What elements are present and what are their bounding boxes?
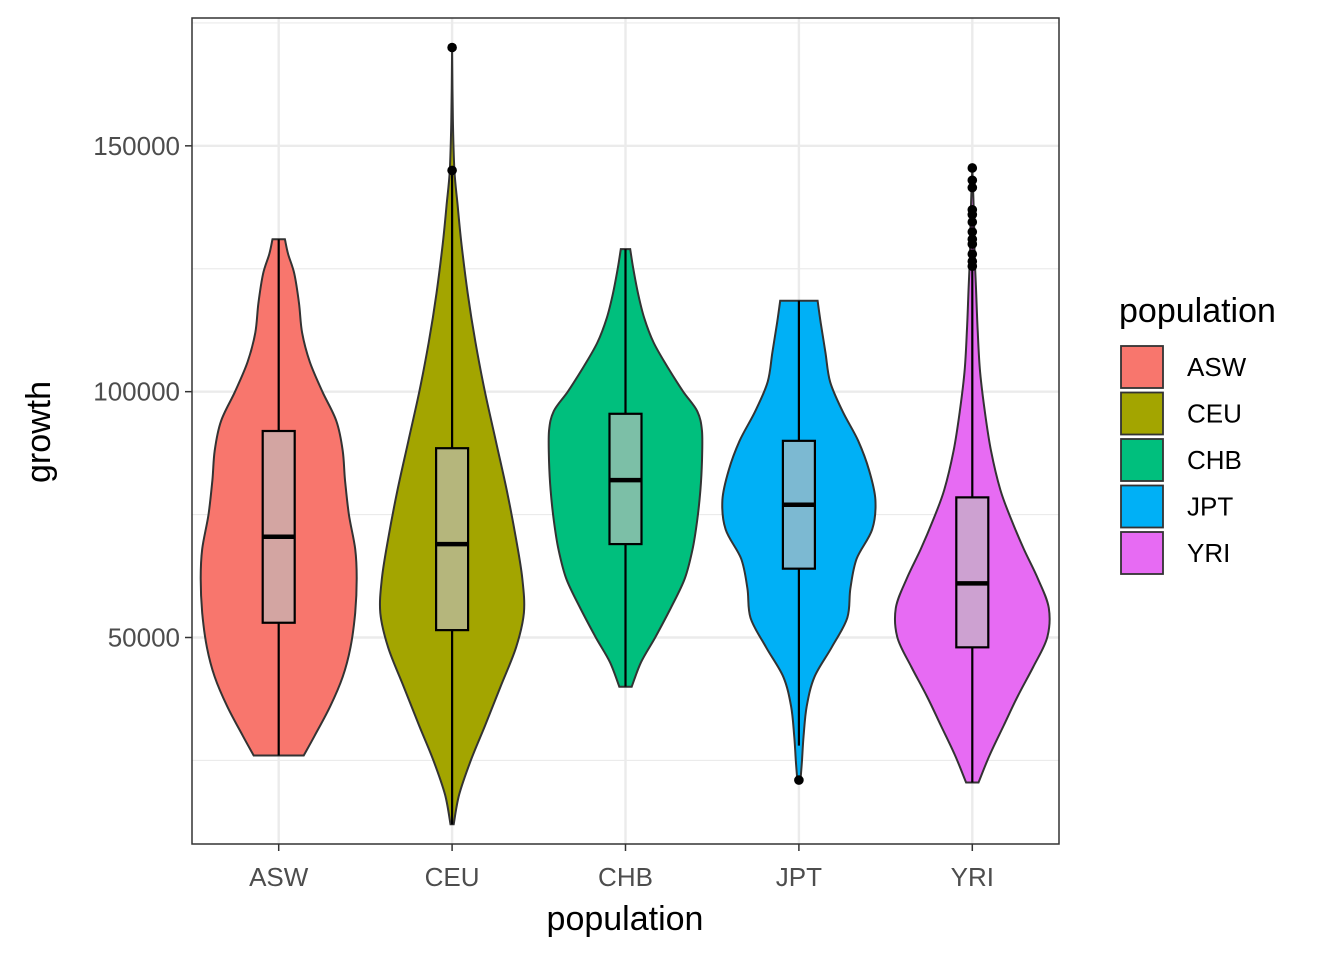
legend-label-asw: ASW <box>1187 352 1247 382</box>
outlier-point-yri <box>967 217 978 227</box>
legend: population ASW CEU CHB JPT YRI <box>1119 292 1276 575</box>
outlier-point-jpt <box>794 775 804 785</box>
legend-title: population <box>1119 292 1276 330</box>
box-ceu <box>435 447 470 632</box>
box-yri <box>955 496 990 649</box>
legend-key-ceu <box>1120 391 1164 436</box>
outlier-point-yri <box>967 175 978 186</box>
outlier-point-yri <box>967 182 978 193</box>
legend-key-asw <box>1120 345 1164 389</box>
legend-label-yri: YRI <box>1187 538 1230 568</box>
outlier-point-ceu <box>447 42 457 53</box>
x-tick-label: CEU <box>425 862 480 892</box>
y-axis-title: growth <box>20 381 58 483</box>
legend-key-chb <box>1120 438 1164 482</box>
legend-key-yri <box>1120 531 1164 575</box>
y-tick-label: 150000 <box>93 131 180 161</box>
legend-key-jpt <box>1120 484 1164 529</box>
y-tick-label: 100000 <box>93 377 180 407</box>
x-axis: ASW CEU CHB JPT YRI <box>249 844 994 892</box>
x-tick-label: YRI <box>951 862 994 892</box>
outlier-point-ceu <box>447 165 457 176</box>
legend-items: ASW CEU CHB JPT YRI <box>1120 345 1247 575</box>
legend-label-chb: CHB <box>1187 445 1242 475</box>
legend-label-ceu: CEU <box>1187 399 1242 429</box>
outlier-point-yri <box>967 249 978 259</box>
outlier-point-yri <box>967 227 978 237</box>
box-asw <box>261 429 296 624</box>
y-axis: 50000 100000 150000 <box>93 131 192 653</box>
y-tick-label: 50000 <box>108 623 180 653</box>
outlier-point-yri <box>967 256 978 267</box>
outlier-point-yri <box>967 204 978 215</box>
outlier-point-yri <box>967 163 978 173</box>
x-tick-label: JPT <box>776 862 822 892</box>
boxplots <box>261 42 990 825</box>
x-tick-label: ASW <box>249 862 309 892</box>
outlier-point-yri <box>967 234 978 245</box>
x-axis-title: population <box>547 900 704 938</box>
legend-label-jpt: JPT <box>1187 492 1233 522</box>
x-tick-label: CHB <box>598 862 653 892</box>
